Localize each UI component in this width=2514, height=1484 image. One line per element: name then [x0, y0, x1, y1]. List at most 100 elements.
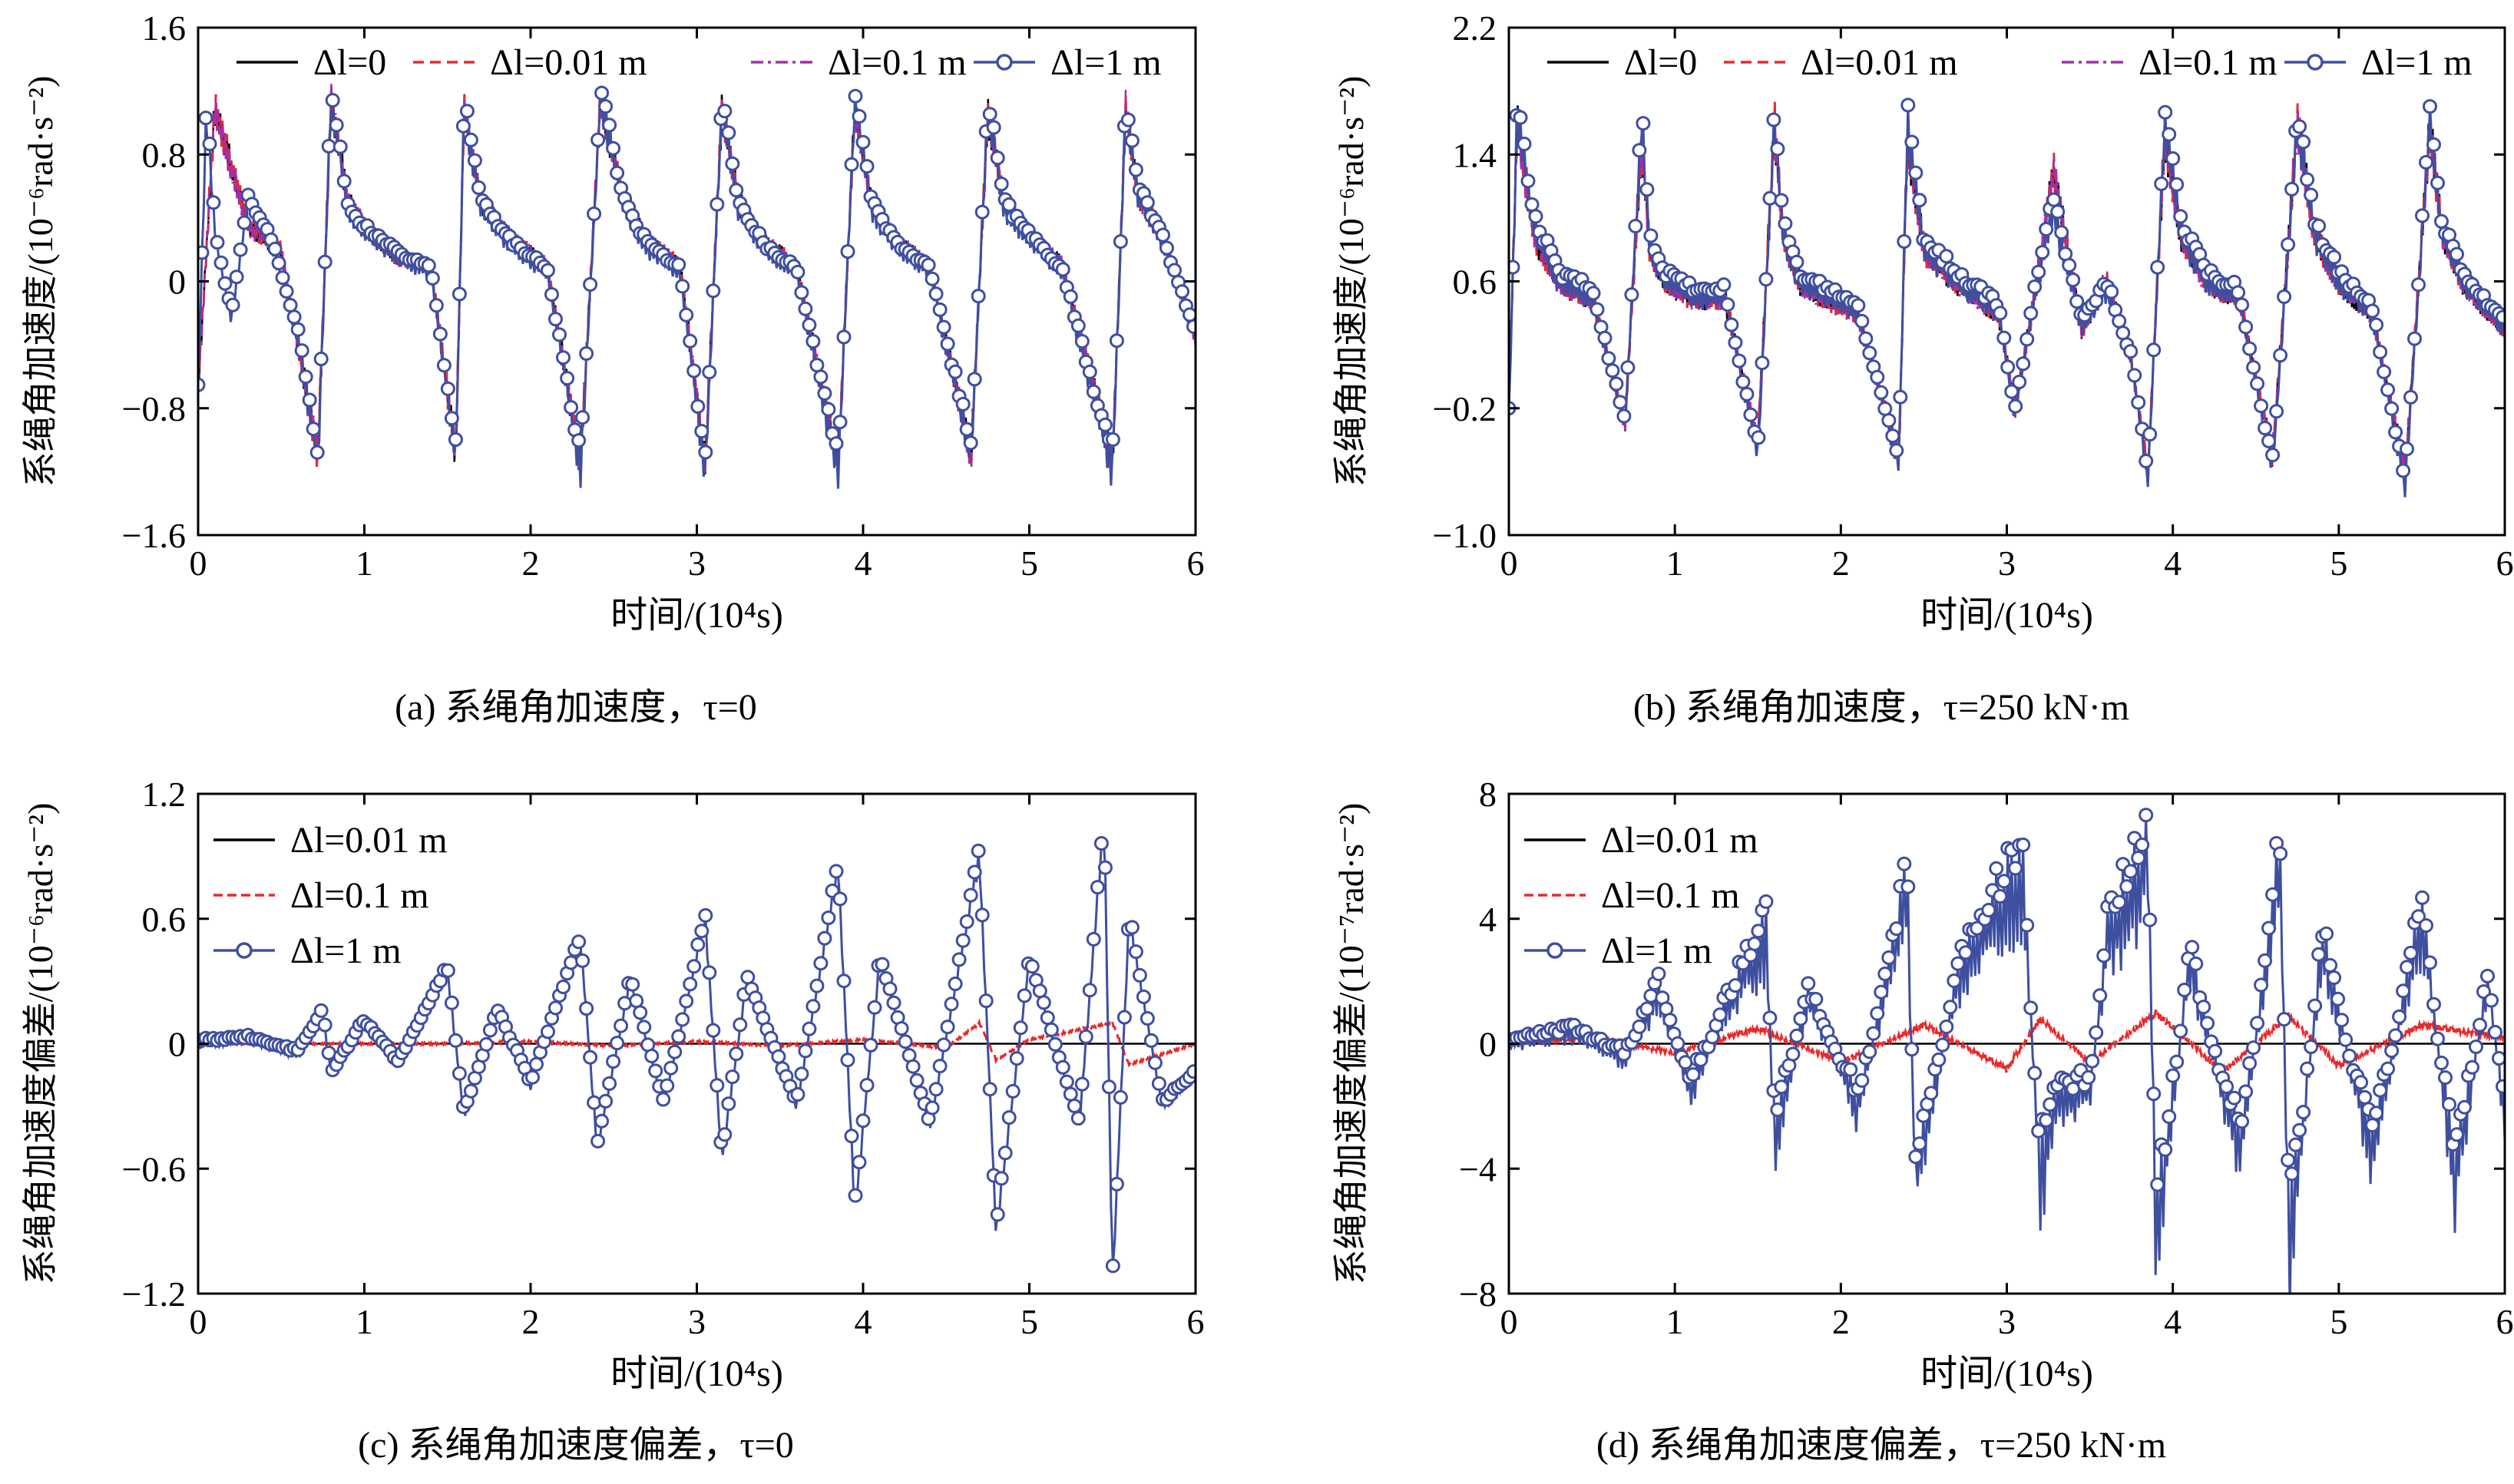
- p1-series-marker: [2238, 319, 2254, 335]
- p2-series-marker: [936, 1037, 951, 1053]
- p2-series-marker: [1082, 983, 1097, 998]
- p0-series-marker: [325, 93, 340, 108]
- p2-legend-label: Δl=1 m: [290, 930, 402, 971]
- p3-series-marker: [2234, 1114, 2250, 1129]
- p3-series-marker: [2496, 1079, 2505, 1094]
- p3-series-marker: [2380, 1061, 2396, 1076]
- p3-series-marker: [2457, 1099, 2472, 1115]
- p3-y-axis-label: 系绳角加速度偏差/(10⁻⁷rad·s⁻²): [1331, 803, 1371, 1285]
- p3-x-tick-label: 3: [1998, 1302, 2016, 1341]
- p2-series-marker: [694, 924, 710, 939]
- p2-series-marker: [478, 1036, 494, 1052]
- p1-series-marker: [1893, 389, 1908, 405]
- p2-series-marker: [944, 996, 959, 1012]
- p3-legend-label: Δl=0.1 m: [1601, 875, 1740, 916]
- p2-series-marker: [1047, 1036, 1063, 1052]
- p3-series-marker: [2200, 1016, 2215, 1031]
- p3-series-marker: [2261, 920, 2277, 936]
- p3-series-marker: [2142, 912, 2158, 927]
- p0-series-marker: [610, 165, 625, 180]
- p3-series-marker: [2369, 1106, 2384, 1121]
- p2-legend-label: Δl=0.1 m: [290, 875, 429, 916]
- p0-series-marker: [840, 244, 855, 259]
- p3-series-marker: [1943, 1000, 1958, 1015]
- p0-series-marker: [717, 104, 733, 119]
- p1-series-marker: [2004, 384, 2019, 399]
- p3-series-marker: [2208, 1043, 2223, 1059]
- p1-x-tick-label: 4: [2164, 544, 2182, 583]
- caption-c: (c) 系绳角加速度偏差，τ=0: [358, 1425, 794, 1466]
- p3-series-marker: [1843, 1062, 1858, 1077]
- p1-series-marker: [2169, 177, 2185, 192]
- p2-series-marker: [829, 864, 844, 879]
- p2-series-marker: [794, 1066, 809, 1082]
- p1-series-marker: [2411, 277, 2426, 293]
- p2-series-marker: [925, 1100, 940, 1115]
- p2-series-marker: [1078, 1029, 1093, 1044]
- p0-series-marker: [313, 352, 329, 366]
- p0-series-marker: [552, 327, 567, 342]
- p3-series-marker: [1931, 1052, 1947, 1067]
- p1-series-marker: [2423, 99, 2437, 114]
- p0-series-marker: [1159, 240, 1174, 256]
- p0-axes-frame: [197, 26, 1197, 537]
- p2-series-marker: [1147, 1055, 1163, 1070]
- p3-series-marker: [1889, 921, 1904, 937]
- p3-series-marker: [2373, 1082, 2388, 1098]
- p0-series-marker: [813, 369, 829, 385]
- p0-series-marker: [1070, 318, 1086, 333]
- p1-series-marker: [2054, 225, 2069, 240]
- p0-y-tick-label: 1.6: [142, 8, 187, 48]
- p3-series-marker: [1758, 894, 1774, 909]
- p1-series-marker: [1877, 401, 1893, 416]
- p2-series-marker: [990, 1207, 1005, 1222]
- p1-x-tick-label: 6: [2496, 544, 2514, 583]
- p2-x-tick-label: 5: [1020, 1302, 1038, 1341]
- p3-series-marker: [2112, 894, 2127, 910]
- p0-series-marker: [1086, 384, 1101, 399]
- p2-series-marker: [836, 973, 852, 989]
- p1-series-marker: [2031, 264, 2046, 279]
- p3-series-marker: [1785, 1046, 1801, 1062]
- p0-series-marker: [948, 364, 963, 379]
- p0-series-marker: [1082, 364, 1097, 379]
- p1-series-marker: [1762, 190, 1778, 206]
- p2-series-marker: [525, 1069, 540, 1085]
- p3-series-marker: [2162, 1109, 2177, 1124]
- p3-series-marker: [2323, 957, 2338, 973]
- p0-series-marker: [794, 285, 809, 300]
- p2-series-marker: [444, 995, 459, 1010]
- p0-legend: Δl=0 Δl=0.01 m Δl=0.1 m Δl=1 m: [237, 42, 1162, 83]
- p3-series-marker: [2469, 1039, 2483, 1054]
- p0-series-marker: [275, 270, 290, 286]
- p3-series-marker: [1874, 984, 1889, 1000]
- p0-legend-label: Δl=0.1 m: [828, 42, 967, 83]
- p2-x-tick-label: 0: [190, 1302, 207, 1341]
- p3-series-marker: [2342, 1048, 2357, 1063]
- p3-series-marker: [1970, 920, 1985, 936]
- p1-series-marker: [2139, 454, 2154, 468]
- p3-series-marker: [2158, 1142, 2173, 1157]
- p2-series-marker: [863, 1037, 878, 1053]
- p0-series-marker: [990, 150, 1005, 166]
- p1-series-marker: [1728, 335, 1743, 350]
- p0-y-axis-label: 系绳角加速度/(10⁻⁶rad·s⁻²): [21, 76, 60, 488]
- p0-series-marker: [955, 396, 971, 411]
- p0-series-marker: [1063, 289, 1078, 304]
- p3-series-marker: [2242, 1056, 2258, 1071]
- p0-series-marker: [1183, 307, 1196, 322]
- p0-series-marker: [1055, 262, 1070, 277]
- p3-series-marker: [1685, 1067, 1701, 1082]
- p3-series-marker: [1866, 1026, 1881, 1041]
- p2-series-marker: [721, 1096, 736, 1112]
- p3-series-marker: [2465, 1059, 2479, 1075]
- p3-series-marker: [2092, 988, 2108, 1003]
- p3-series-marker: [2019, 917, 2035, 933]
- p0-series-marker: [817, 385, 832, 401]
- p0-series-marker: [925, 271, 940, 286]
- p1-series-marker: [2146, 342, 2162, 358]
- p3-series-marker: [2039, 1112, 2054, 1128]
- p0-series-marker: [467, 153, 482, 168]
- p0-series-marker: [694, 424, 710, 439]
- p3-series-marker: [2246, 1040, 2261, 1056]
